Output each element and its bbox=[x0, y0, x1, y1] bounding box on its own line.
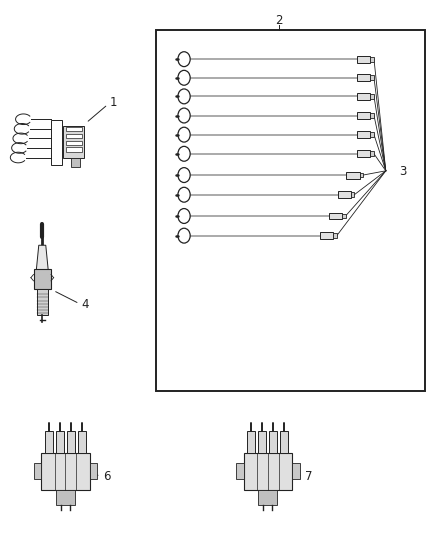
Bar bbox=[33, 269, 51, 289]
Bar bbox=[346, 172, 359, 179]
Bar bbox=[155, 30, 424, 391]
Bar bbox=[357, 93, 370, 100]
Bar bbox=[33, 463, 41, 479]
Bar bbox=[63, 126, 84, 158]
Circle shape bbox=[177, 228, 190, 243]
Bar bbox=[337, 191, 350, 198]
Bar bbox=[370, 94, 373, 99]
Bar bbox=[67, 431, 75, 453]
Bar bbox=[258, 490, 277, 505]
Polygon shape bbox=[36, 245, 48, 272]
Circle shape bbox=[177, 127, 190, 142]
Bar bbox=[45, 431, 53, 453]
Bar bbox=[291, 463, 299, 479]
Bar bbox=[370, 132, 373, 137]
Bar bbox=[247, 431, 254, 453]
Bar bbox=[51, 120, 62, 165]
Circle shape bbox=[177, 187, 190, 202]
Bar bbox=[66, 148, 81, 152]
Bar bbox=[56, 431, 64, 453]
Bar bbox=[332, 233, 336, 238]
Bar bbox=[319, 232, 332, 239]
Bar bbox=[56, 490, 75, 505]
Bar bbox=[258, 431, 265, 453]
Circle shape bbox=[177, 89, 190, 104]
Bar bbox=[357, 112, 370, 119]
Circle shape bbox=[177, 147, 190, 161]
Bar bbox=[41, 453, 89, 490]
Bar bbox=[78, 431, 86, 453]
Bar bbox=[357, 56, 370, 62]
Bar bbox=[370, 151, 373, 156]
Bar bbox=[36, 289, 48, 315]
Text: 2: 2 bbox=[274, 14, 282, 27]
Bar bbox=[66, 127, 81, 132]
Bar bbox=[269, 431, 277, 453]
Bar bbox=[350, 192, 353, 197]
Bar bbox=[66, 134, 81, 139]
Text: 3: 3 bbox=[398, 165, 406, 179]
Circle shape bbox=[177, 208, 190, 223]
Bar bbox=[235, 463, 243, 479]
Text: 6: 6 bbox=[102, 470, 110, 483]
Bar bbox=[370, 75, 373, 80]
Bar bbox=[359, 173, 362, 177]
Bar bbox=[328, 213, 341, 220]
Circle shape bbox=[177, 70, 190, 85]
Bar bbox=[357, 150, 370, 157]
Bar bbox=[370, 113, 373, 118]
Bar bbox=[357, 74, 370, 81]
Text: 4: 4 bbox=[81, 298, 89, 311]
Bar bbox=[89, 463, 97, 479]
Bar bbox=[357, 131, 370, 138]
Bar bbox=[71, 158, 80, 167]
Circle shape bbox=[177, 52, 190, 67]
Bar bbox=[280, 431, 288, 453]
Circle shape bbox=[177, 167, 190, 182]
Bar bbox=[341, 214, 345, 219]
Bar bbox=[66, 141, 81, 146]
Text: 7: 7 bbox=[304, 470, 311, 483]
Bar bbox=[370, 56, 373, 62]
Bar bbox=[243, 453, 291, 490]
Circle shape bbox=[177, 108, 190, 123]
Text: 1: 1 bbox=[110, 96, 117, 109]
